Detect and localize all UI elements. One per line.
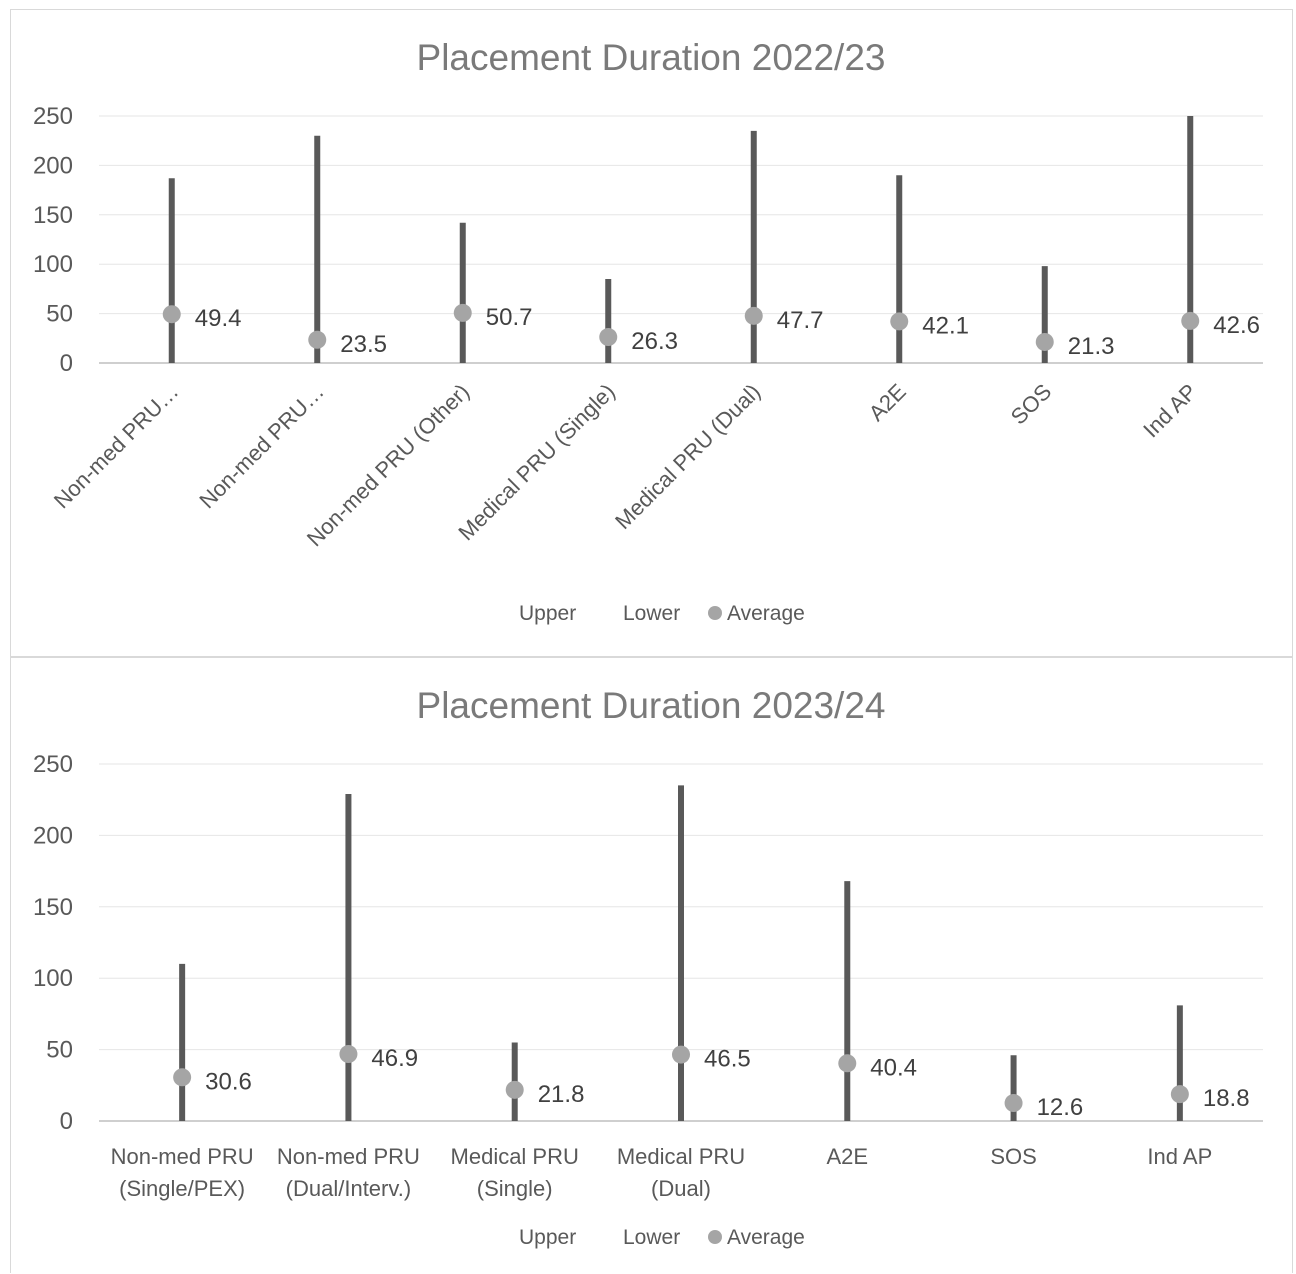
- legend-item-upper: Upper: [519, 1226, 576, 1249]
- category-label: SOS: [1006, 379, 1057, 430]
- y-tick-label: 0: [60, 1108, 73, 1135]
- data-label: 49.4: [195, 305, 242, 332]
- data-label: 47.7: [777, 307, 824, 334]
- data-label: 23.5: [340, 331, 387, 358]
- average-marker: [453, 303, 472, 322]
- data-label: 40.4: [870, 1054, 917, 1081]
- legend: Upper Lower Average: [519, 1226, 805, 1249]
- data-label: 42.6: [1213, 312, 1260, 339]
- chart-2022-23: Placement Duration 2022/23 0 50 100 150 200 2…: [33, 37, 1263, 625]
- average-marker: [505, 1080, 524, 1099]
- y-axis-ticks: 0 50 100 150 200 250: [33, 103, 73, 377]
- legend: Upper Lower Average: [519, 602, 805, 625]
- average-marker: [599, 328, 618, 347]
- gridlines: [99, 115, 1263, 364]
- average-marker: [1181, 311, 1200, 330]
- data-label: 21.3: [1068, 333, 1115, 360]
- series-range-bars: 30.6 46.9 21.8 46.5 40.4 12.6 18.8: [173, 785, 1250, 1121]
- y-tick-label: 200: [33, 152, 73, 179]
- y-tick-label: 100: [33, 251, 73, 278]
- y-tick-label: 0: [60, 350, 73, 377]
- data-label: 26.3: [631, 328, 678, 355]
- data-label: 46.9: [371, 1045, 418, 1072]
- data-label: 46.5: [704, 1046, 751, 1073]
- data-label: 50.7: [486, 304, 533, 331]
- y-tick-label: 150: [33, 894, 73, 921]
- x-axis-categories: Non-med PRU (Single/PEX) Non-med PRU (Dual/…: [111, 1144, 1213, 1201]
- category-label: Medical PRU (Single): [453, 379, 619, 545]
- data-label: 18.8: [1203, 1085, 1250, 1112]
- average-marker: [1170, 1085, 1189, 1104]
- legend-item-lower: Lower: [623, 602, 680, 625]
- category-label: (Dual/Interv.): [286, 1176, 412, 1201]
- data-label: 21.8: [538, 1081, 585, 1108]
- category-label: Non-med PRU: [111, 1144, 254, 1169]
- average-marker: [308, 330, 327, 349]
- category-label: Medical PRU: [617, 1144, 745, 1169]
- legend-marker-average: [708, 606, 722, 620]
- category-label: Ind AP: [1138, 379, 1202, 443]
- category-label: Non-med PRU…: [49, 379, 183, 513]
- average-marker: [744, 306, 763, 325]
- legend-item-lower: Lower: [623, 1226, 680, 1249]
- category-label: (Single/PEX): [119, 1176, 245, 1201]
- data-label: 42.1: [922, 312, 969, 339]
- category-label: Non-med PRU: [277, 1144, 420, 1169]
- average-marker: [162, 305, 181, 324]
- average-marker: [838, 1054, 857, 1073]
- category-label: SOS: [990, 1144, 1036, 1169]
- y-tick-label: 250: [33, 751, 73, 778]
- chart-title: Placement Duration 2023/24: [417, 685, 886, 726]
- category-label: A2E: [826, 1144, 868, 1169]
- average-marker: [890, 312, 909, 331]
- category-label: Medical PRU (Dual): [610, 379, 765, 534]
- chart-panel-2023-24: Placement Duration 2023/24 0 50 100 150 200 2…: [10, 657, 1293, 1273]
- legend-item-average: Average: [727, 1226, 805, 1249]
- y-tick-label: 50: [46, 1037, 73, 1064]
- legend-marker-average: [708, 1230, 722, 1244]
- y-tick-label: 200: [33, 822, 73, 849]
- data-label: 30.6: [205, 1068, 252, 1095]
- y-axis-ticks: 0 50 100 150 200 250: [33, 751, 73, 1135]
- chart-2023-24: Placement Duration 2023/24 0 50 100 150 200 2…: [33, 685, 1263, 1249]
- average-marker: [339, 1045, 358, 1064]
- average-marker: [1035, 332, 1054, 351]
- category-label: Non-med PRU (Other): [302, 379, 474, 551]
- average-marker: [672, 1045, 690, 1064]
- category-label: Non-med PRU…: [194, 379, 328, 513]
- legend-item-upper: Upper: [519, 602, 576, 625]
- series-range-bars: 49.4 23.5 50.7 26.3 47.7 42.1 21.3 42.6: [162, 116, 1260, 363]
- chart-title: Placement Duration 2022/23: [417, 37, 886, 78]
- average-marker: [173, 1068, 192, 1087]
- category-label: (Dual): [651, 1176, 711, 1201]
- y-tick-label: 250: [33, 103, 73, 130]
- x-axis-categories: Non-med PRU… Non-med PRU…Non-med PRU (Oth…: [49, 379, 1202, 551]
- category-label: A2E: [864, 379, 911, 426]
- chart-panel-2022-23: Placement Duration 2022/23 0 50 100 150 200 2…: [10, 9, 1293, 657]
- average-marker: [1004, 1094, 1023, 1113]
- category-label: Ind AP: [1147, 1144, 1212, 1169]
- data-label: 12.6: [1037, 1094, 1084, 1121]
- category-label: Medical PRU: [451, 1144, 579, 1169]
- category-label: (Single): [477, 1176, 553, 1201]
- legend-item-average: Average: [727, 602, 805, 625]
- y-tick-label: 150: [33, 202, 73, 229]
- y-tick-label: 50: [46, 301, 73, 328]
- y-tick-label: 100: [33, 965, 73, 992]
